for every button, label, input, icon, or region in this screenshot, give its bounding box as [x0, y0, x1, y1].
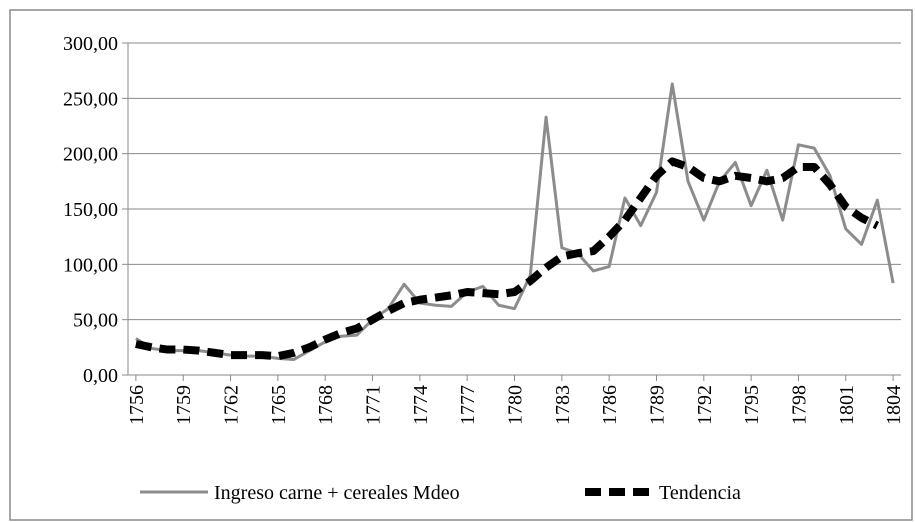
y-tick-label: 150,00: [63, 199, 118, 221]
x-tick-label: 1765: [268, 385, 290, 425]
x-tick-label: 1780: [505, 385, 527, 425]
y-tick-label: 300,00: [63, 33, 118, 55]
x-tick-label: 1783: [552, 385, 574, 425]
x-tick-label: 1795: [741, 385, 763, 425]
chart-frame: [9, 9, 913, 521]
x-tick-label: 1804: [883, 385, 905, 425]
legend-label: Ingreso carne + cereales Mdeo: [214, 482, 460, 504]
y-tick-label: 250,00: [63, 88, 118, 110]
x-tick-label: 1759: [173, 385, 195, 425]
x-tick-label: 1798: [788, 385, 810, 425]
x-tick-label: 1756: [126, 385, 148, 425]
x-tick-label: 1777: [457, 385, 479, 425]
y-tick-label: 100,00: [63, 254, 118, 276]
x-tick-label: 1762: [221, 385, 243, 425]
x-tick-label: 1792: [694, 385, 716, 425]
x-tick-label: 1768: [315, 385, 337, 425]
x-tick-label: 1789: [646, 385, 668, 425]
legend-label: Tendencia: [659, 482, 741, 504]
x-tick-label: 1786: [599, 385, 621, 425]
y-tick-label: 0,00: [83, 365, 118, 387]
y-tick-label: 50,00: [73, 310, 118, 332]
x-tick-label: 1774: [410, 385, 432, 425]
y-tick-label: 200,00: [63, 144, 118, 166]
x-tick-label: 1801: [836, 385, 858, 425]
series-line: [135, 157, 880, 361]
x-tick-label: 1771: [363, 385, 385, 425]
